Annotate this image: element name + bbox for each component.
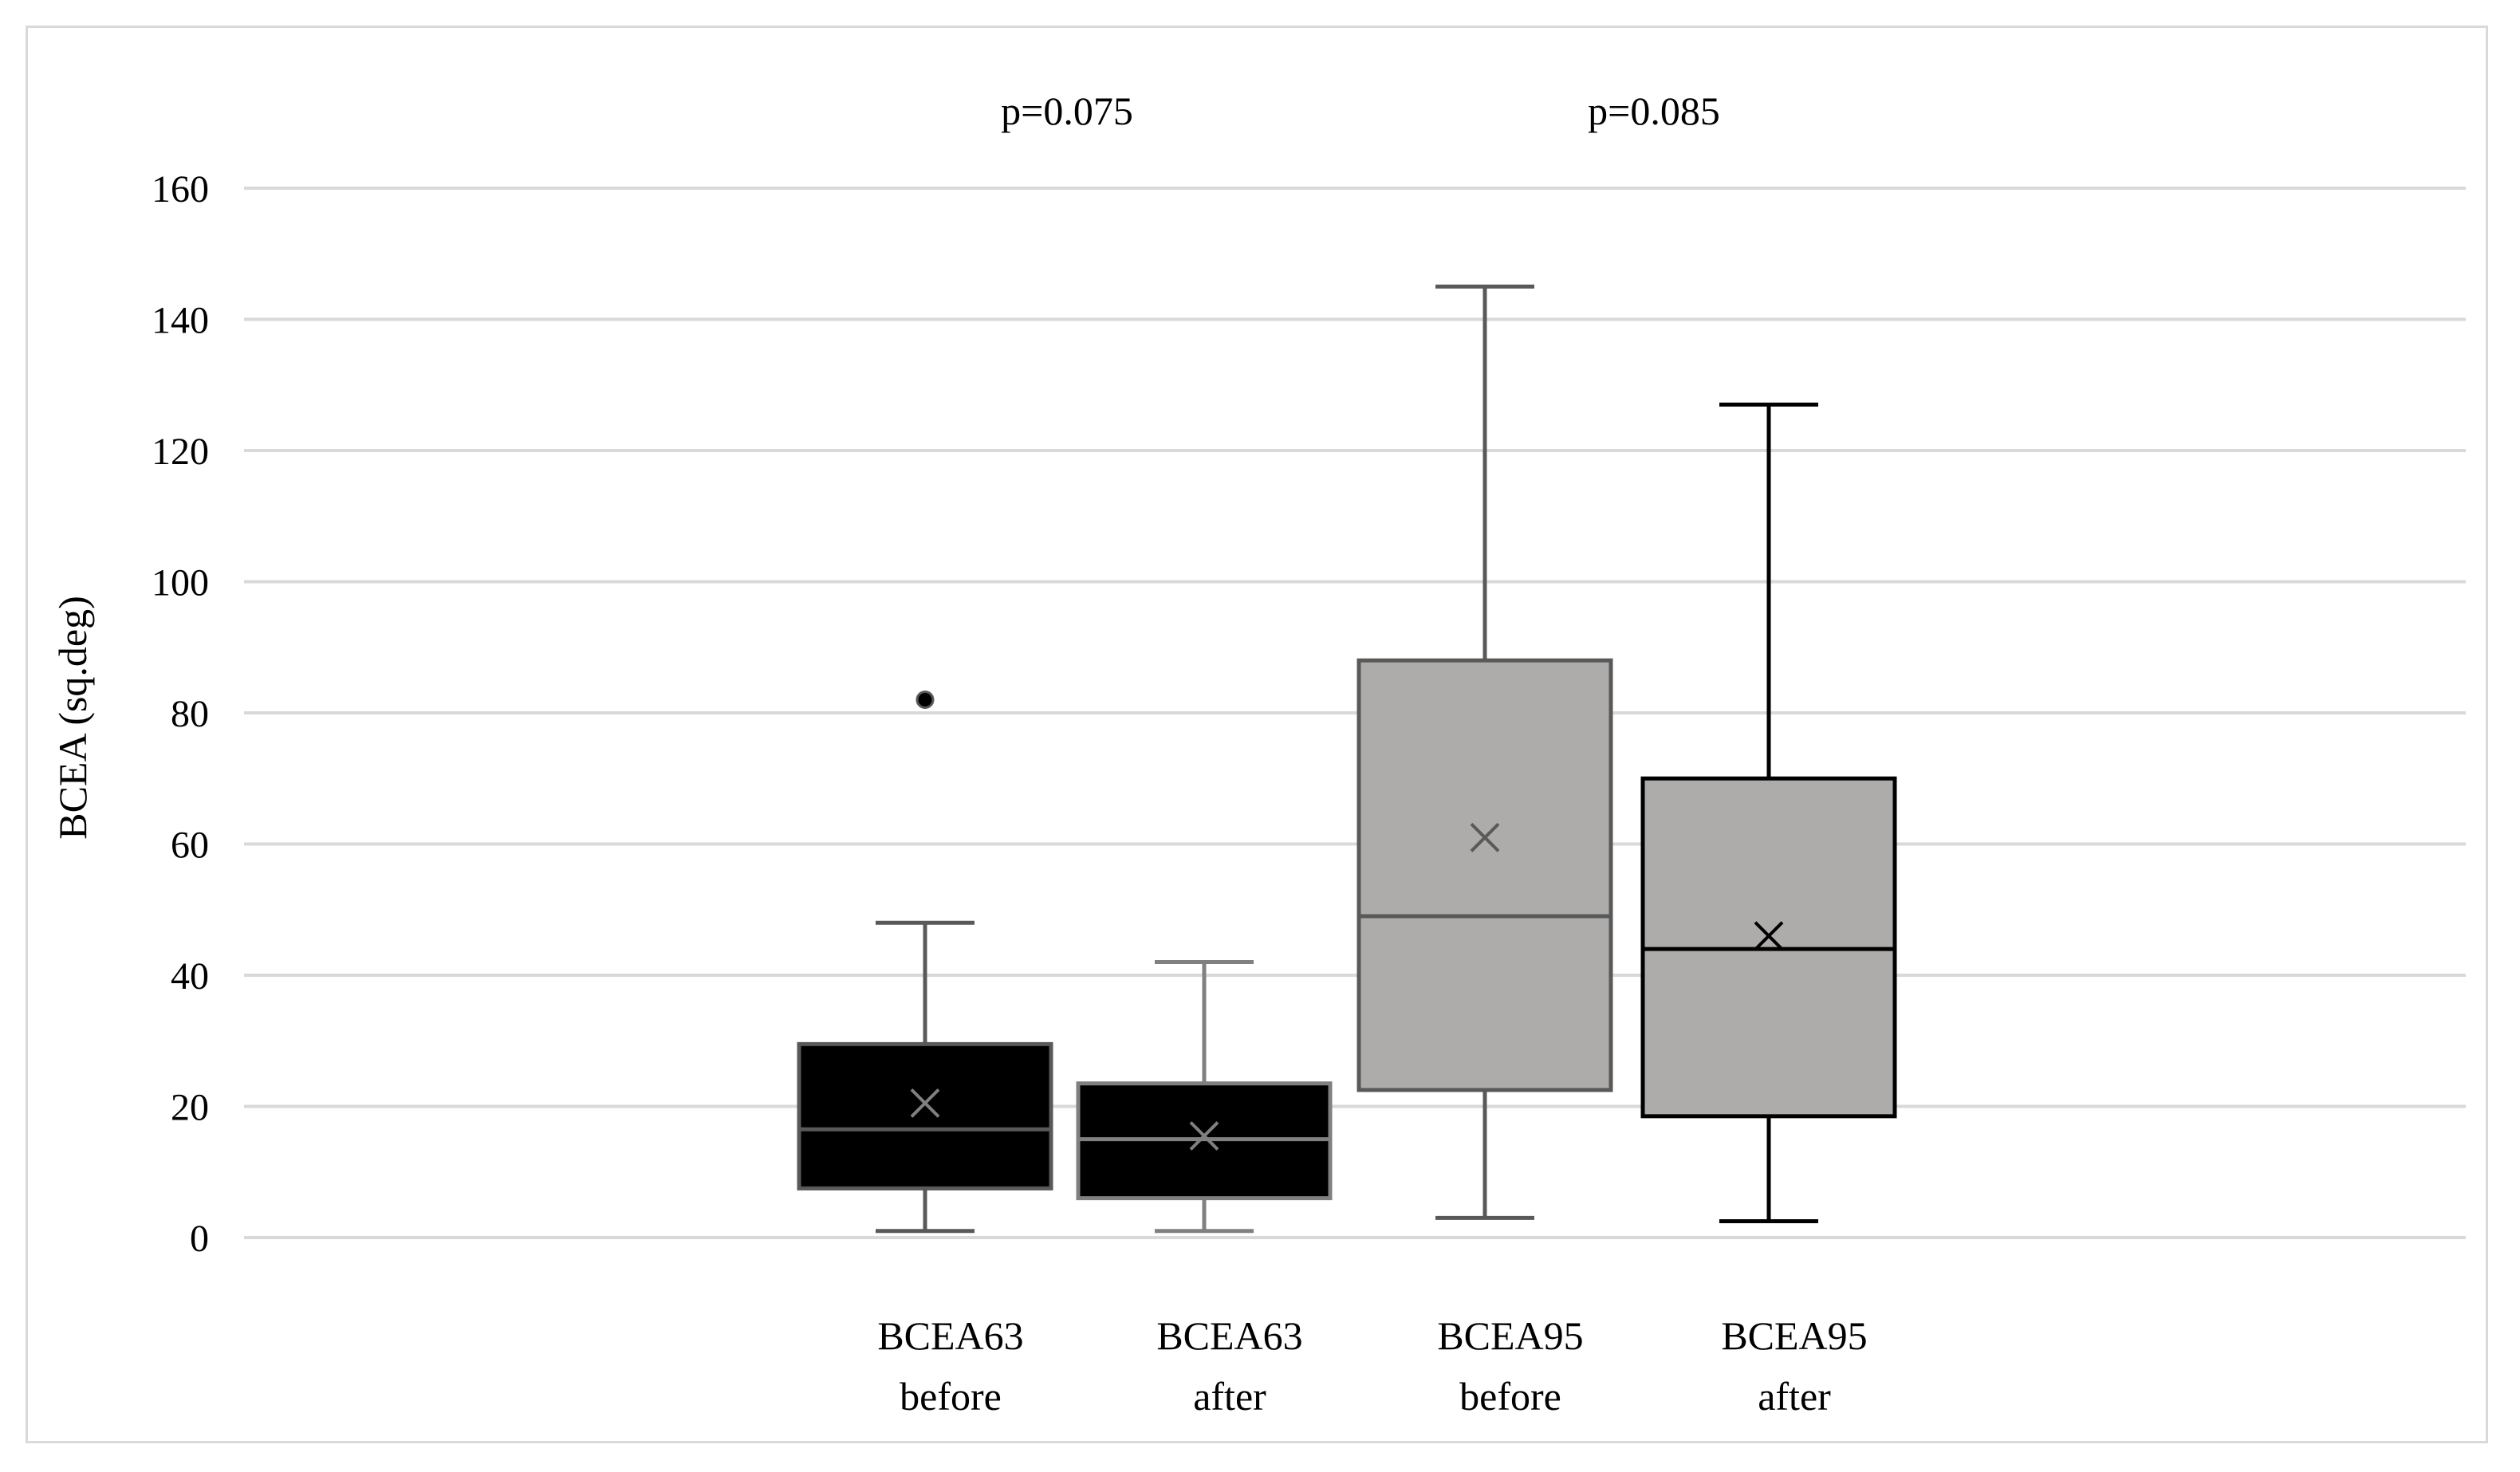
category-label-line: before [1459, 1374, 1561, 1419]
iqr-box [1356, 658, 1613, 1092]
category-label-3: BCEA95 before [1437, 1313, 1583, 1419]
mean-marker-stroke-b [1470, 822, 1500, 852]
category-label-line: BCEA63 [877, 1313, 1023, 1358]
box-2 [1076, 960, 1333, 1234]
mean-marker-stroke-b [910, 1088, 940, 1118]
y-tick-label-100: 100 [152, 562, 209, 604]
category-label-line: before [900, 1374, 1002, 1419]
boxes [797, 284, 1897, 1234]
box-3 [1356, 284, 1613, 1220]
category-label-line: after [1193, 1374, 1266, 1419]
y-tick-label-160: 160 [152, 168, 209, 211]
y-tick-label-0: 0 [190, 1218, 209, 1260]
category-label-line: BCEA95 [1437, 1313, 1583, 1358]
gridlines [244, 187, 2466, 1239]
annotations: p=0.075 p=0.085 [1001, 89, 1720, 133]
category-label-line: BCEA63 [1156, 1313, 1302, 1358]
iqr-box [797, 1041, 1053, 1191]
y-tick-label-40: 40 [171, 955, 209, 998]
p-value-annotation-1: p=0.075 [1001, 89, 1133, 133]
chart-frame [26, 26, 2488, 1443]
y-tick-label-60: 60 [171, 825, 209, 867]
outlier-point [915, 691, 935, 710]
y-axis-label: BCEA (sq.deg) [50, 596, 95, 840]
box-1 [797, 691, 1053, 1234]
y-tick-label-20: 20 [171, 1087, 209, 1129]
p-value-annotation-2: p=0.085 [1588, 89, 1720, 133]
category-label-line: BCEA95 [1721, 1313, 1867, 1358]
y-tick-label-80: 80 [171, 693, 209, 735]
category-label-2: BCEA63 after [1156, 1313, 1302, 1419]
mean-marker-stroke-b [1189, 1121, 1219, 1151]
category-label-4: BCEA95 after [1721, 1313, 1867, 1419]
category-label-line: after [1758, 1374, 1831, 1419]
y-axis-ticks: 0 20 40 60 80 100 120 140 160 [152, 168, 209, 1260]
box-4 [1640, 402, 1897, 1223]
mean-marker-stroke-b [1754, 921, 1784, 951]
category-label-1: BCEA63 before [877, 1313, 1023, 1419]
y-tick-label-140: 140 [152, 300, 209, 342]
y-tick-label-120: 120 [152, 431, 209, 473]
